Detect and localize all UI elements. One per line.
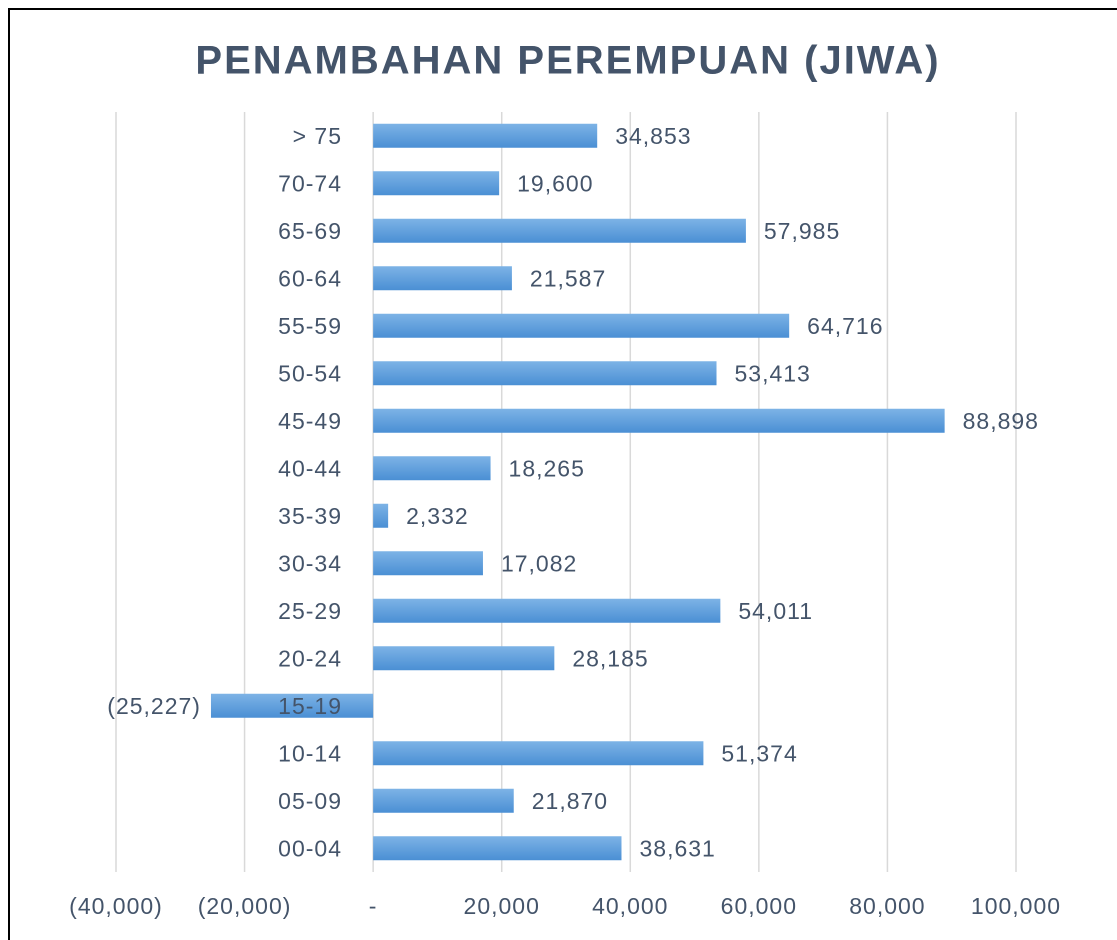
y-tick-label: 55-59 [278, 313, 342, 339]
y-tick-label: 40-44 [278, 455, 342, 481]
y-tick-label: > 75 [293, 123, 342, 149]
y-tick-label: 30-34 [278, 550, 342, 576]
data-label: 57,985 [764, 218, 840, 244]
data-label: (25,227) [107, 693, 201, 719]
data-label: 21,870 [532, 788, 608, 814]
bar [373, 123, 598, 148]
y-tick-label: 10-14 [278, 740, 342, 766]
y-tick-label: 05-09 [278, 788, 342, 814]
bar [373, 551, 483, 576]
bar [373, 788, 514, 813]
chart-title: PENAMBAHAN PEREMPUAN (JIWA) [195, 39, 940, 83]
data-label: 18,265 [509, 455, 585, 481]
data-label: 64,716 [807, 313, 883, 339]
y-tick-label: 20-24 [278, 645, 342, 671]
y-tick-label: 25-29 [278, 598, 342, 624]
bar [210, 693, 374, 718]
y-tick-label: 65-69 [278, 218, 342, 244]
y-tick-label: 15-19 [278, 693, 342, 719]
data-label: 51,374 [721, 740, 797, 766]
data-label: 88,898 [963, 408, 1039, 434]
data-label: 2,332 [406, 503, 469, 529]
bar [373, 361, 717, 386]
x-tick-label: 100,000 [971, 893, 1061, 919]
data-label: 53,413 [735, 360, 811, 386]
frame [8, 8, 1117, 940]
y-tick-label: 45-49 [278, 408, 342, 434]
x-tick-label: - [369, 893, 378, 919]
bar [373, 408, 945, 433]
bar [373, 218, 746, 243]
bar [373, 741, 704, 766]
bar [373, 836, 622, 861]
bar [373, 503, 389, 528]
data-label: 34,853 [615, 123, 691, 149]
x-tick-label: (40,000) [69, 893, 163, 919]
data-label: 21,587 [530, 265, 606, 291]
x-tick-label: (20,000) [198, 893, 292, 919]
x-tick-label: 40,000 [592, 893, 668, 919]
y-tick-label: 60-64 [278, 265, 342, 291]
data-label: 38,631 [639, 835, 715, 861]
y-tick-label: 35-39 [278, 503, 342, 529]
bar [373, 646, 555, 671]
bar [373, 456, 491, 481]
bar [373, 598, 721, 623]
y-tick-label: 00-04 [278, 835, 342, 861]
data-label: 17,082 [501, 550, 577, 576]
x-tick-label: 60,000 [721, 893, 797, 919]
y-tick-label: 50-54 [278, 360, 342, 386]
y-tick-label: 70-74 [278, 170, 342, 196]
bar [373, 171, 500, 196]
bar [373, 313, 790, 338]
data-label: 19,600 [517, 170, 593, 196]
data-label: 28,185 [572, 645, 648, 671]
data-label: 54,011 [738, 598, 813, 624]
x-tick-label: 20,000 [464, 893, 540, 919]
bar [373, 266, 512, 291]
x-tick-label: 80,000 [849, 893, 925, 919]
